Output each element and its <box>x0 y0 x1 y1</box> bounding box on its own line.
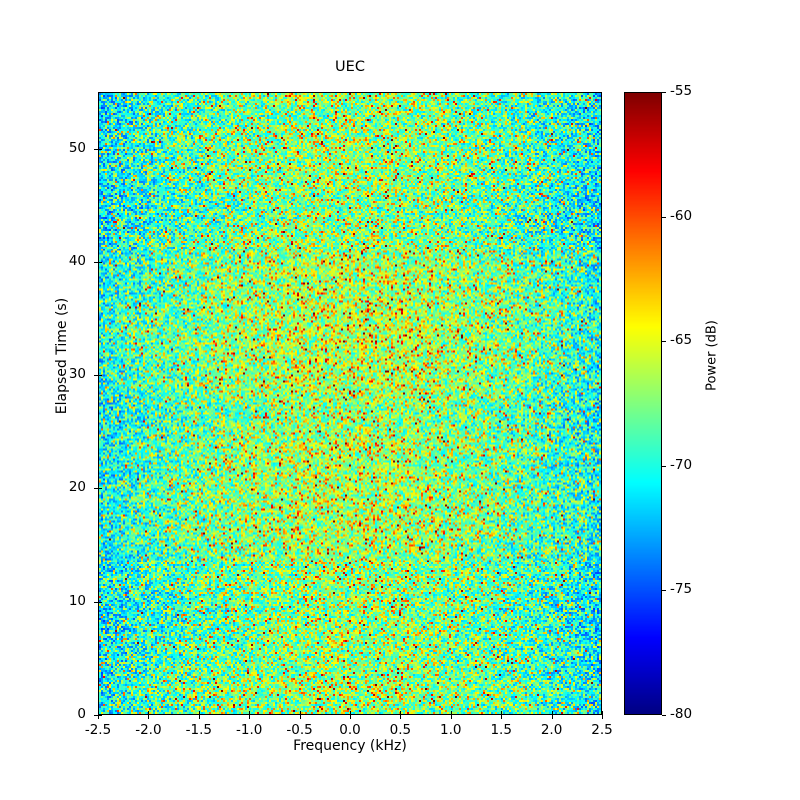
colorbar-tick-label: -80 <box>670 706 693 722</box>
y-axis-tick-label: 0 <box>77 706 86 722</box>
y-axis-tick <box>94 262 98 263</box>
x-axis-tick-inner <box>249 711 250 715</box>
colorbar-tick <box>662 590 666 591</box>
colorbar-tick-label: -55 <box>670 83 693 99</box>
x-axis-tick-inner <box>451 711 452 715</box>
y-axis-tick-inner <box>98 488 102 489</box>
y-axis-tick-inner <box>98 375 102 376</box>
x-axis-tick <box>501 715 502 719</box>
colorbar <box>624 92 662 715</box>
y-axis-tick-label: 40 <box>68 252 86 269</box>
x-axis-tick-inner <box>501 711 502 715</box>
x-axis-tick <box>451 715 452 719</box>
y-axis-tick-inner <box>98 602 102 603</box>
colorbar-tick <box>662 92 666 93</box>
y-axis-tick <box>94 149 98 150</box>
y-axis-tick <box>94 375 98 376</box>
colorbar-tick-label: -65 <box>670 332 693 349</box>
x-axis-tick-label: -0.5 <box>286 722 313 738</box>
colorbar-tick <box>662 341 666 342</box>
y-axis-label: Elapsed Time (s) <box>54 297 70 415</box>
x-axis-tick <box>148 715 149 719</box>
x-axis-tick-label: 1.0 <box>440 722 462 738</box>
y-axis-tick-inner <box>98 262 102 263</box>
x-axis-tick <box>199 715 200 719</box>
spectrogram-image <box>99 93 601 714</box>
x-axis-tick <box>98 715 99 719</box>
x-axis-tick-label: -2.5 <box>84 722 112 738</box>
x-axis-tick-inner <box>98 711 99 715</box>
x-axis-tick-label: 1.5 <box>490 722 512 738</box>
y-axis-tick-inner <box>98 715 102 716</box>
x-axis-tick-inner <box>199 711 200 715</box>
x-axis-tick <box>249 715 250 719</box>
x-axis-label: Frequency (kHz) <box>293 738 407 754</box>
x-axis-tick-label: -2.0 <box>135 722 162 738</box>
x-axis-tick <box>400 715 401 719</box>
colorbar-tick <box>662 466 666 467</box>
title-line-instrument: UEC <box>335 59 365 75</box>
x-axis-tick-label: 2.0 <box>540 722 563 738</box>
colorbar-tick <box>662 217 666 218</box>
x-axis-tick <box>602 715 603 719</box>
colorbar-label: Power (dB) <box>704 320 720 391</box>
x-axis-tick-label: -1.5 <box>185 722 212 738</box>
colorbar-tick-label: -75 <box>670 581 693 598</box>
x-axis-tick-inner <box>552 711 553 715</box>
y-axis-tick-label: 10 <box>68 592 86 609</box>
x-axis-tick-inner <box>602 711 603 715</box>
x-axis-tick-label: 0.5 <box>389 722 412 738</box>
y-axis-tick-label: 20 <box>68 479 86 496</box>
y-axis-tick <box>94 488 98 489</box>
y-axis-tick-inner <box>98 149 102 150</box>
x-axis-tick-label: 0.0 <box>339 722 361 738</box>
x-axis-tick <box>300 715 301 719</box>
x-axis-tick <box>552 715 553 719</box>
x-axis-tick-inner <box>350 711 351 715</box>
colorbar-tick <box>662 715 666 716</box>
y-axis-tick <box>94 602 98 603</box>
spectrogram-axes <box>98 92 602 715</box>
x-axis-tick-label: -1.0 <box>236 722 263 738</box>
x-axis-tick-label: 2.5 <box>591 722 613 738</box>
x-axis-tick <box>350 715 351 719</box>
colorbar-tick-label: -70 <box>670 456 693 473</box>
y-axis-tick-label: 50 <box>68 139 86 156</box>
y-axis-tick-label: 30 <box>68 366 86 383</box>
x-axis-tick-inner <box>400 711 401 715</box>
colorbar-tick-label: -60 <box>670 207 693 224</box>
x-axis-tick-inner <box>148 711 149 715</box>
x-axis-tick-inner <box>300 711 301 715</box>
colorbar-gradient <box>625 93 661 714</box>
y-axis-tick <box>94 715 98 716</box>
